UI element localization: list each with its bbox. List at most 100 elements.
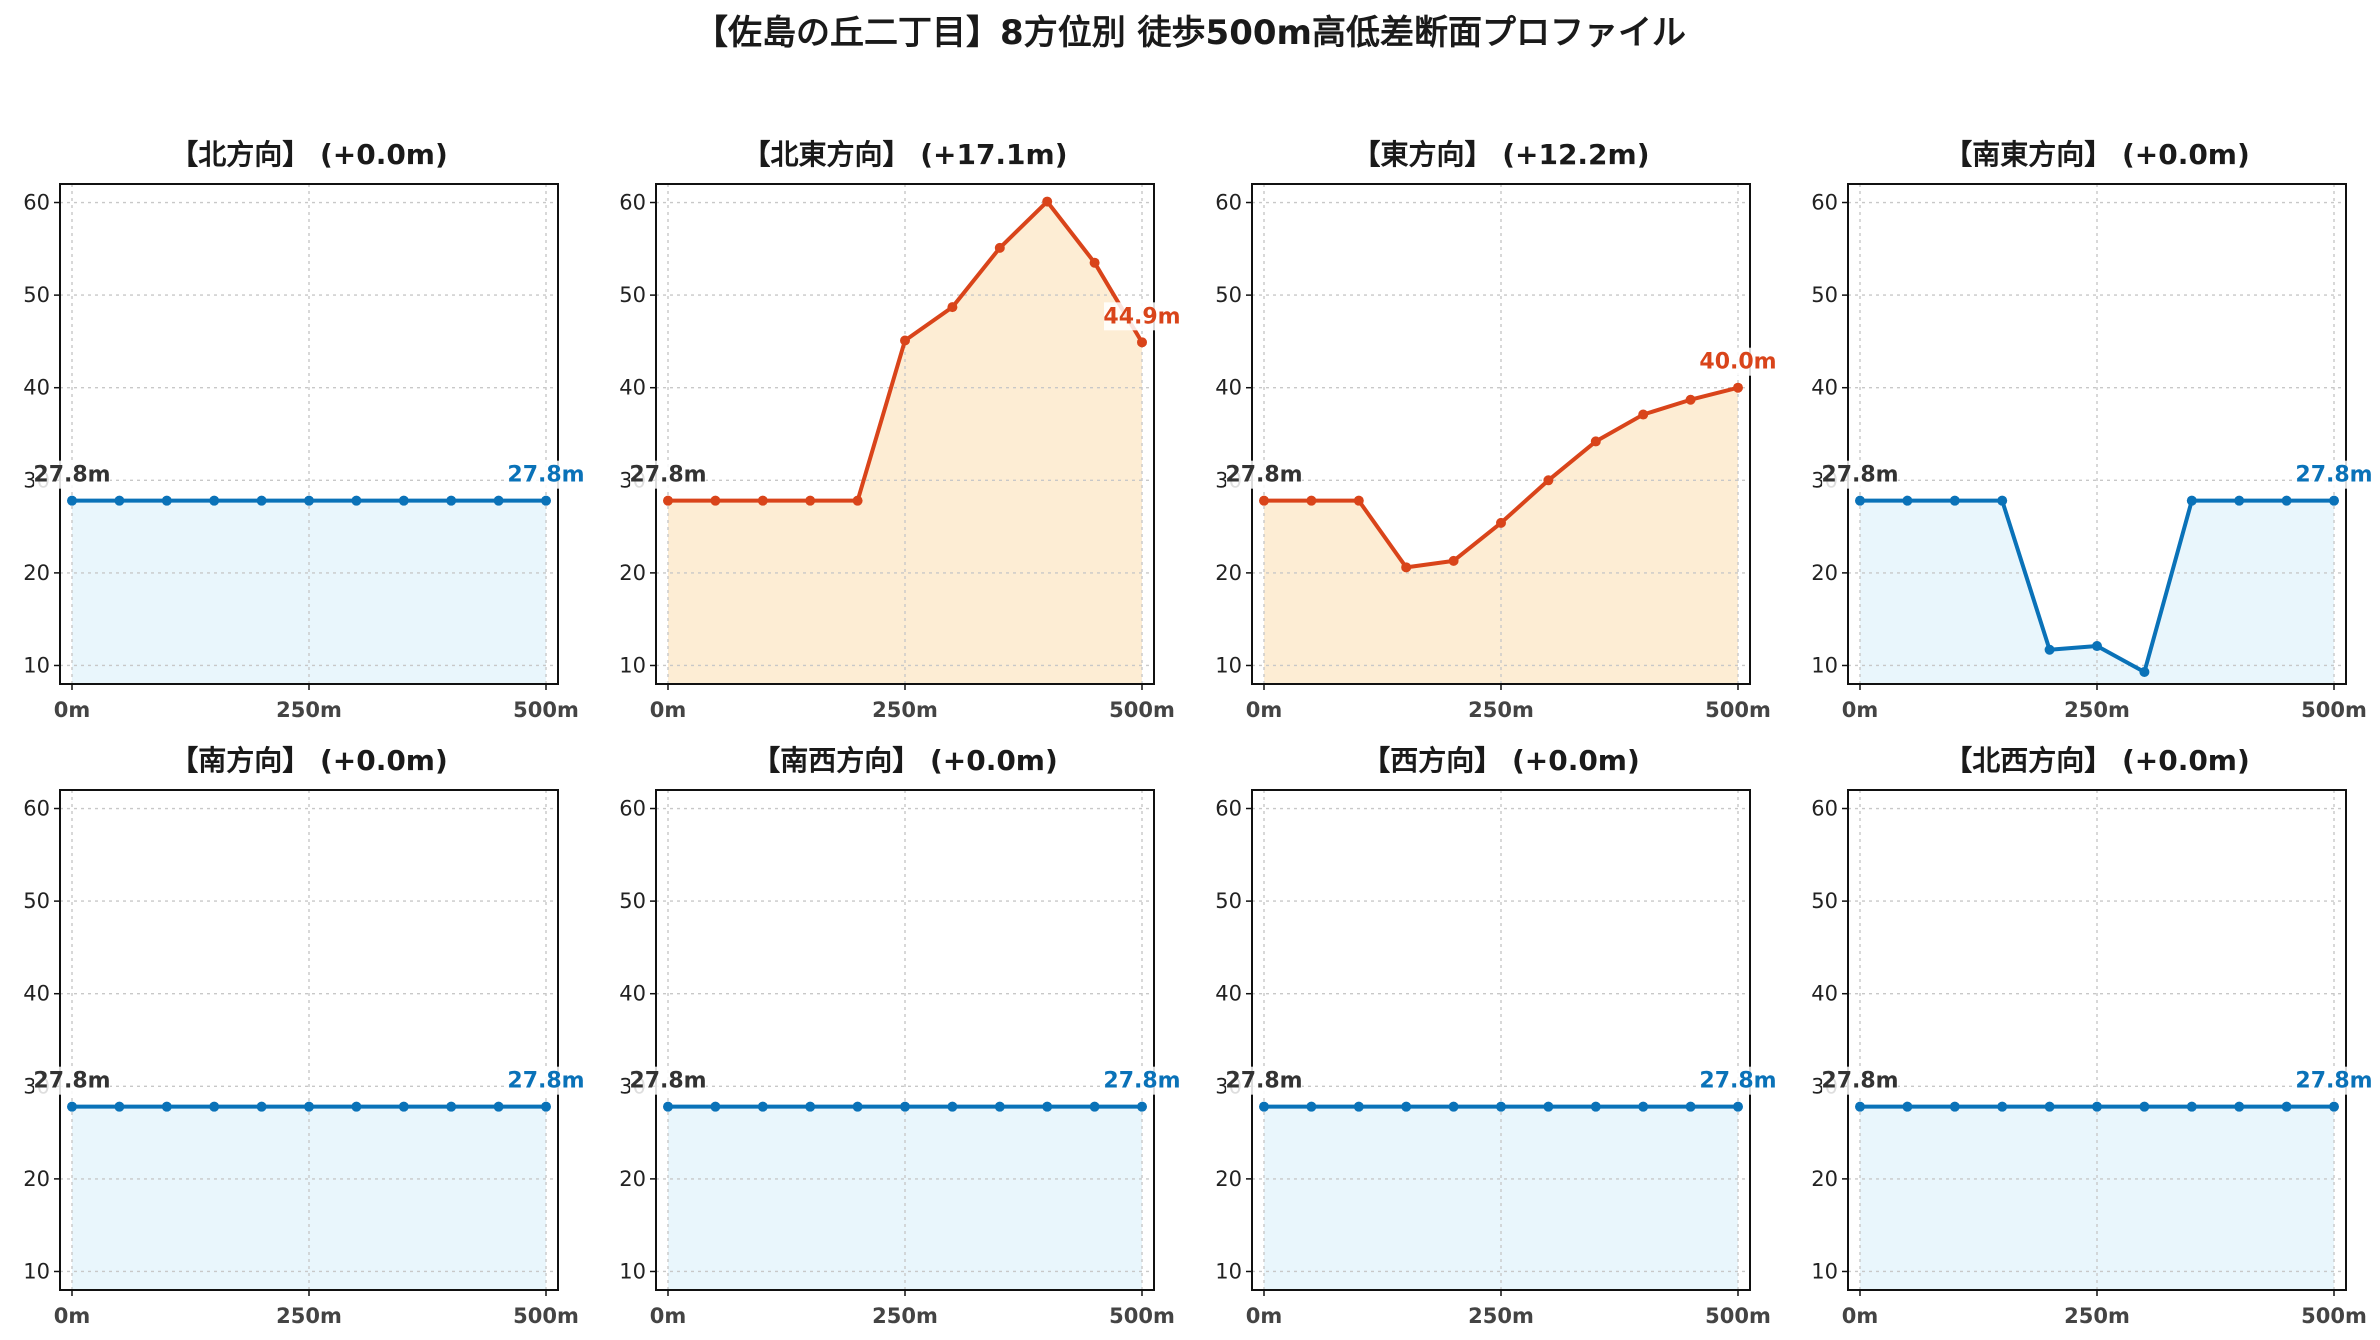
area-fill bbox=[1860, 500, 2334, 684]
chart-panel: 【東方向】 (+12.2m)1020304050600m250m500m27.8… bbox=[1215, 138, 1776, 722]
data-point bbox=[209, 1101, 220, 1112]
x-tick-label: 250m bbox=[1468, 698, 1534, 722]
end-elevation-label: 44.9m bbox=[1103, 304, 1180, 329]
end-label-bg bbox=[1104, 1066, 1180, 1095]
x-tick-label: 0m bbox=[1842, 1304, 1879, 1328]
y-tick-label: 40 bbox=[23, 376, 50, 400]
y-tick-label: 50 bbox=[23, 889, 50, 913]
chart-panel: 【南西方向】 (+0.0m)1020304050600m250m500m27.8… bbox=[619, 744, 1180, 1328]
data-point bbox=[1590, 436, 1601, 447]
start-elevation-label: 27.8m bbox=[629, 463, 706, 488]
y-tick-label: 60 bbox=[1215, 191, 1242, 215]
y-tick-label: 60 bbox=[23, 797, 50, 821]
y-tick-label: 50 bbox=[1215, 283, 1242, 307]
y-tick-label: 50 bbox=[1811, 889, 1838, 913]
data-point bbox=[1401, 562, 1412, 573]
start-elevation-label: 27.8m bbox=[1225, 463, 1302, 488]
y-tick-label: 60 bbox=[1811, 797, 1838, 821]
data-point bbox=[852, 1101, 863, 1112]
panel-title: 【北東方向】 (+17.1m) bbox=[742, 138, 1067, 171]
data-point bbox=[1733, 382, 1743, 393]
y-tick-label: 50 bbox=[1215, 889, 1242, 913]
panels-grid: 【北方向】 (+0.0m)1020304050600m250m500m27.8m… bbox=[23, 138, 2372, 1328]
start-elevation-label: 27.8m bbox=[1821, 1069, 1898, 1094]
x-tick-label: 500m bbox=[1705, 1304, 1771, 1328]
y-tick-label: 20 bbox=[23, 1167, 50, 1191]
end-elevation-label: 27.8m bbox=[2295, 463, 2372, 488]
data-point bbox=[1638, 409, 1649, 420]
y-tick-label: 40 bbox=[1811, 982, 1838, 1006]
x-tick-label: 0m bbox=[1842, 698, 1879, 722]
y-tick-label: 20 bbox=[1811, 561, 1838, 585]
data-point bbox=[900, 335, 910, 346]
area-fill bbox=[668, 201, 1142, 684]
data-point bbox=[1137, 337, 1147, 348]
x-tick-label: 250m bbox=[872, 1304, 938, 1328]
y-tick-label: 40 bbox=[1215, 982, 1242, 1006]
x-tick-label: 500m bbox=[1109, 698, 1175, 722]
end-label-bg bbox=[2296, 1066, 2372, 1095]
data-point bbox=[1448, 555, 1459, 566]
x-tick-label: 0m bbox=[54, 698, 91, 722]
x-tick-label: 500m bbox=[2301, 1304, 2367, 1328]
data-point bbox=[1137, 1101, 1147, 1112]
data-point bbox=[2092, 1101, 2102, 1112]
panel-title: 【南東方向】 (+0.0m) bbox=[1944, 138, 2250, 171]
data-point bbox=[1949, 1101, 1960, 1112]
x-tick-label: 250m bbox=[2064, 1304, 2130, 1328]
y-tick-label: 10 bbox=[619, 1259, 646, 1283]
data-point bbox=[1997, 495, 2008, 506]
data-point bbox=[493, 495, 504, 506]
data-point bbox=[805, 495, 816, 506]
end-elevation-label: 27.8m bbox=[1103, 1069, 1180, 1094]
data-point bbox=[2234, 1101, 2245, 1112]
data-point bbox=[2186, 495, 2197, 506]
data-point bbox=[1089, 1101, 1100, 1112]
data-point bbox=[398, 495, 409, 506]
data-point bbox=[663, 1101, 673, 1112]
y-tick-label: 50 bbox=[1811, 283, 1838, 307]
y-tick-label: 60 bbox=[23, 191, 50, 215]
end-label-bg bbox=[1700, 347, 1776, 376]
data-point bbox=[1685, 394, 1696, 405]
data-point bbox=[1855, 1101, 1865, 1112]
data-point bbox=[1259, 1101, 1269, 1112]
x-tick-label: 0m bbox=[54, 1304, 91, 1328]
data-point bbox=[209, 495, 220, 506]
end-elevation-label: 40.0m bbox=[1699, 350, 1776, 375]
end-label-bg bbox=[508, 1066, 584, 1095]
data-point bbox=[398, 1101, 409, 1112]
y-tick-label: 50 bbox=[23, 283, 50, 307]
end-label-bg bbox=[1104, 302, 1180, 331]
data-point bbox=[446, 495, 457, 506]
data-point bbox=[710, 1101, 721, 1112]
start-label-bg bbox=[1822, 1066, 1898, 1095]
data-point bbox=[805, 1101, 816, 1112]
data-point bbox=[1042, 1101, 1053, 1112]
data-point bbox=[351, 495, 362, 506]
data-point bbox=[2139, 1101, 2150, 1112]
data-point bbox=[541, 495, 551, 506]
start-elevation-label: 27.8m bbox=[629, 1069, 706, 1094]
y-tick-label: 20 bbox=[1215, 561, 1242, 585]
data-point bbox=[351, 1101, 362, 1112]
data-point bbox=[114, 495, 125, 506]
x-tick-label: 0m bbox=[650, 698, 687, 722]
data-point bbox=[1855, 495, 1865, 506]
data-point bbox=[710, 495, 721, 506]
start-elevation-label: 27.8m bbox=[1821, 463, 1898, 488]
x-tick-label: 250m bbox=[276, 698, 342, 722]
data-point bbox=[256, 1101, 267, 1112]
data-point bbox=[1089, 257, 1100, 268]
y-tick-label: 10 bbox=[23, 653, 50, 677]
y-tick-label: 20 bbox=[619, 561, 646, 585]
start-elevation-label: 27.8m bbox=[33, 1069, 110, 1094]
data-point bbox=[1259, 495, 1269, 506]
x-tick-label: 0m bbox=[1246, 1304, 1283, 1328]
y-tick-label: 20 bbox=[619, 1167, 646, 1191]
data-point bbox=[114, 1101, 125, 1112]
data-point bbox=[757, 1101, 768, 1112]
x-tick-label: 0m bbox=[650, 1304, 687, 1328]
y-tick-label: 20 bbox=[1215, 1167, 1242, 1191]
y-tick-label: 40 bbox=[1215, 376, 1242, 400]
